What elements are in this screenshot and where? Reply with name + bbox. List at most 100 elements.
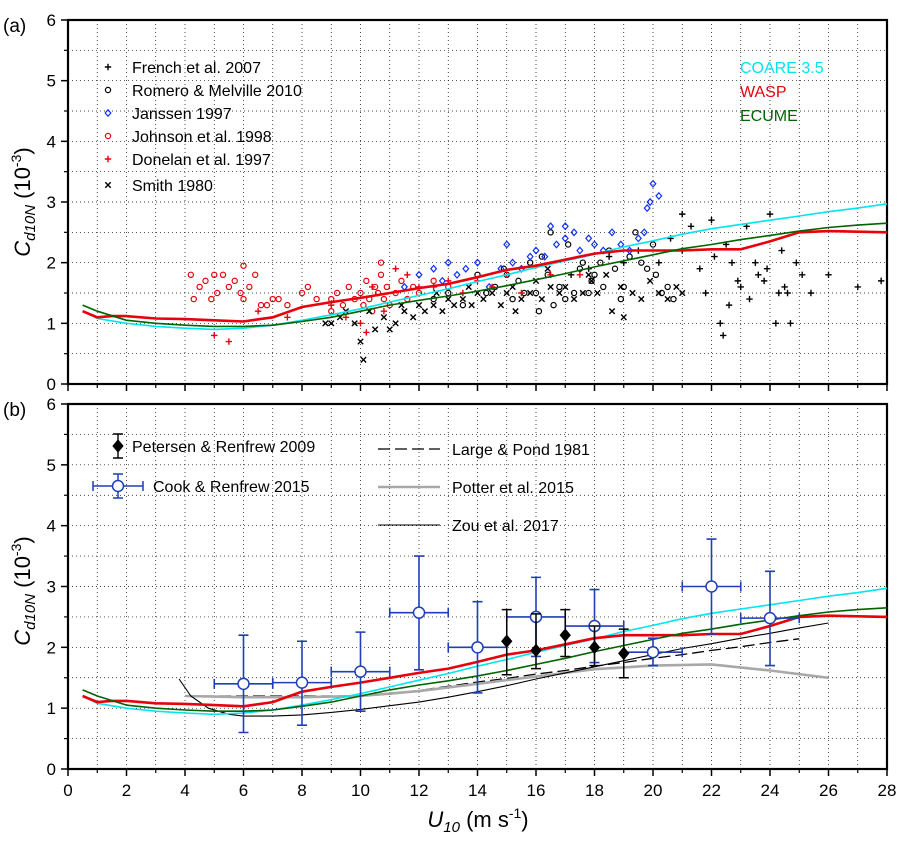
- point-circle: [550, 301, 557, 309]
- point-cross: [392, 320, 399, 327]
- point-petersen-renfrew: [588, 640, 601, 655]
- point-plus: [746, 295, 753, 303]
- y-tick-label: 4: [47, 517, 56, 536]
- x-tick-label: 18: [585, 781, 604, 800]
- point-cook-renfrew: [763, 611, 777, 625]
- point-cook-renfrew: [471, 641, 484, 654]
- point-cross: [322, 320, 329, 327]
- point-cook-renfrew: [412, 606, 426, 619]
- y-tick-label: 0: [47, 760, 56, 779]
- point-diamond: [415, 270, 423, 279]
- point-circle: [377, 259, 385, 266]
- point-plus: [717, 320, 724, 327]
- point-circle: [535, 308, 543, 315]
- legend-label: Zou et al. 2017: [452, 518, 559, 535]
- point-plus: [793, 259, 800, 266]
- x-tick-label: 22: [702, 781, 721, 800]
- point-plus: [342, 314, 350, 321]
- point-plus: [225, 338, 233, 345]
- point-cross: [570, 295, 578, 303]
- legend-marker-plus: [104, 155, 112, 163]
- legend-marker-circle: [104, 86, 112, 94]
- point-cross: [409, 314, 417, 321]
- point-plus: [766, 210, 774, 218]
- point-cross: [579, 289, 587, 297]
- point-plus: [854, 283, 861, 291]
- point-diamond: [590, 240, 599, 249]
- y-tick-label: 6: [47, 395, 56, 414]
- point-cross: [371, 326, 379, 333]
- point-plus: [877, 277, 885, 285]
- point-diamond: [509, 258, 517, 267]
- point-circle: [231, 277, 238, 285]
- point-plus: [720, 332, 727, 339]
- x-tick-label: 24: [761, 781, 780, 800]
- legend-marker-cross: [104, 181, 112, 189]
- point-circle: [600, 283, 607, 291]
- point-cook-renfrew: [705, 580, 718, 593]
- point-cross: [439, 307, 446, 315]
- point-circle: [532, 289, 540, 297]
- point-plus: [787, 320, 794, 327]
- point-circle: [345, 283, 352, 291]
- legend-marker-petersen: [112, 439, 124, 453]
- point-circle: [263, 301, 271, 309]
- point-circle: [632, 229, 639, 236]
- model-line-potter-et-al-2015: [184, 663, 829, 699]
- point-plus: [363, 329, 370, 336]
- point-circle: [328, 308, 335, 315]
- point-cross: [556, 289, 563, 297]
- x-tick-label: 0: [63, 781, 72, 800]
- point-diamond: [473, 258, 482, 267]
- point-circle: [240, 262, 247, 269]
- point-plus: [781, 283, 788, 291]
- point-plus: [687, 223, 695, 230]
- point-circle: [617, 295, 625, 303]
- point-diamond: [430, 264, 438, 273]
- x-tick-label: 16: [527, 781, 546, 800]
- point-plus: [518, 289, 525, 297]
- point-diamond: [561, 222, 569, 231]
- point-diamond: [526, 252, 534, 261]
- point-cross: [518, 295, 525, 303]
- point-circle: [538, 253, 546, 260]
- y-tick-label: 6: [47, 11, 56, 30]
- point-circle: [237, 289, 244, 297]
- point-plus: [798, 271, 806, 278]
- point-diamond: [552, 240, 561, 249]
- point-circle: [588, 277, 595, 285]
- xlabel: U10 (m s-1): [427, 805, 528, 836]
- point-plus: [702, 289, 709, 297]
- legend-line-label: ECUME: [740, 108, 798, 125]
- x-tick-label: 4: [180, 781, 189, 800]
- point-cross: [386, 326, 393, 333]
- point-cross: [547, 283, 554, 291]
- point-diamond: [532, 246, 540, 255]
- point-cook-renfrew: [354, 665, 367, 678]
- point-plus: [778, 247, 785, 254]
- x-tick-label: 28: [878, 781, 897, 800]
- point-petersen-renfrew: [559, 628, 571, 642]
- point-circle: [304, 283, 312, 291]
- errorbar-petersen: [531, 613, 541, 670]
- point-cross: [421, 307, 429, 315]
- point-circle: [196, 283, 203, 291]
- point-circle: [246, 283, 253, 291]
- point-diamond: [547, 222, 555, 231]
- ylabel-b: Cd10N (10-3): [8, 536, 39, 645]
- point-plus: [404, 271, 411, 278]
- point-plus: [775, 289, 782, 297]
- x-tick-label: 8: [297, 781, 306, 800]
- point-circle: [333, 289, 341, 297]
- point-plus: [825, 271, 832, 278]
- x-tick-label: 2: [122, 781, 131, 800]
- point-diamond: [462, 264, 470, 273]
- point-diamond: [640, 228, 648, 237]
- x-tick-label: 20: [644, 781, 663, 800]
- legend-label: Janssen 1997: [132, 106, 232, 123]
- point-circle: [275, 295, 282, 303]
- legend-line-label: WASP: [740, 84, 787, 101]
- point-circle: [208, 295, 215, 303]
- point-diamond: [453, 270, 461, 279]
- point-circle: [377, 271, 385, 278]
